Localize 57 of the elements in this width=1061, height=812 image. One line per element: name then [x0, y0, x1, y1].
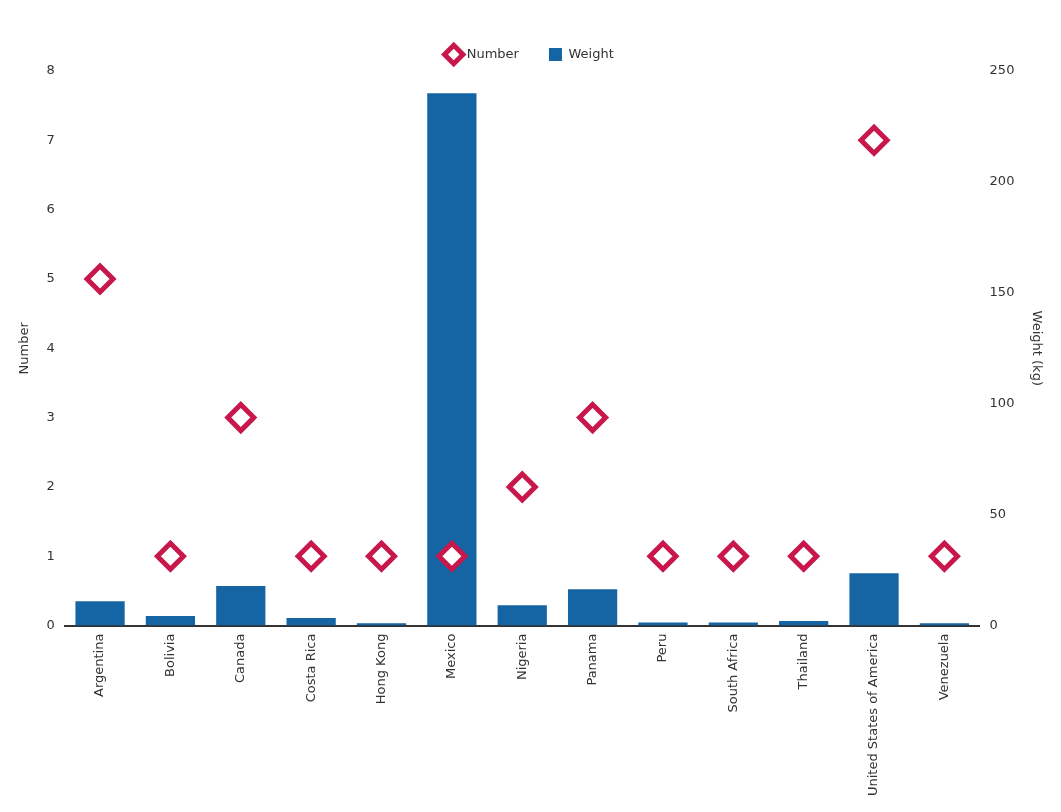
x-tick-label: Venezuela — [935, 633, 951, 701]
y-tick-label: 4 — [46, 339, 55, 355]
y2-tick-label: 50 — [989, 506, 1007, 522]
legend-label: Number — [466, 45, 520, 61]
point — [84, 263, 116, 295]
point — [928, 540, 960, 572]
point — [858, 124, 890, 156]
bar — [356, 623, 407, 626]
point — [717, 540, 749, 572]
bar — [567, 589, 618, 626]
y2-tick-label: 200 — [989, 173, 1015, 189]
point — [506, 471, 538, 503]
bar — [849, 573, 899, 626]
y-tick-label: 7 — [46, 131, 55, 147]
y2-tick-label: 0 — [989, 616, 998, 632]
point — [647, 540, 679, 572]
point — [788, 540, 820, 572]
y-tick-label: 5 — [46, 270, 55, 286]
x-tick-label: Thailand — [795, 633, 811, 691]
y2-axis-title: Weight (kg) — [1029, 310, 1045, 386]
x-tick-label: Argentina — [91, 633, 107, 697]
legend-label: Weight — [568, 45, 614, 61]
x-tick-label: Peru — [654, 633, 670, 663]
bar — [286, 618, 336, 626]
point — [225, 402, 257, 434]
y-tick-label: 3 — [46, 408, 55, 424]
y2-tick-label: 100 — [989, 395, 1015, 411]
bar — [427, 93, 477, 626]
point — [436, 540, 468, 572]
point — [295, 540, 327, 572]
y2-tick-label: 250 — [989, 62, 1015, 78]
point — [154, 540, 186, 572]
x-tick-label: Hong Kong — [372, 633, 388, 705]
x-tick-label: South Africa — [724, 633, 740, 713]
y-axis-title: Number — [16, 321, 32, 375]
bar — [708, 622, 758, 626]
y2-tick-label: 150 — [989, 284, 1015, 300]
point — [577, 402, 609, 434]
bar — [216, 586, 266, 626]
y-tick-label: 0 — [46, 616, 55, 632]
y-tick-label: 1 — [46, 547, 55, 563]
y-tick-label: 6 — [46, 201, 55, 217]
y-tick-label: 8 — [46, 62, 55, 78]
x-tick-label: United States of America — [865, 633, 881, 796]
x-tick-label: Nigeria — [513, 633, 529, 681]
x-tick-label: Canada — [232, 633, 248, 684]
bar — [145, 616, 196, 626]
bar — [638, 622, 688, 626]
y-tick-label: 2 — [46, 478, 55, 494]
x-tick-label: Mexico — [443, 633, 459, 679]
bar — [919, 623, 970, 626]
point — [366, 540, 397, 572]
bar — [75, 601, 125, 626]
x-tick-label: Costa Rica — [302, 633, 318, 703]
x-tick-label: Panama — [583, 633, 599, 686]
x-tick-label: Bolivia — [161, 633, 177, 677]
bar — [497, 605, 547, 626]
